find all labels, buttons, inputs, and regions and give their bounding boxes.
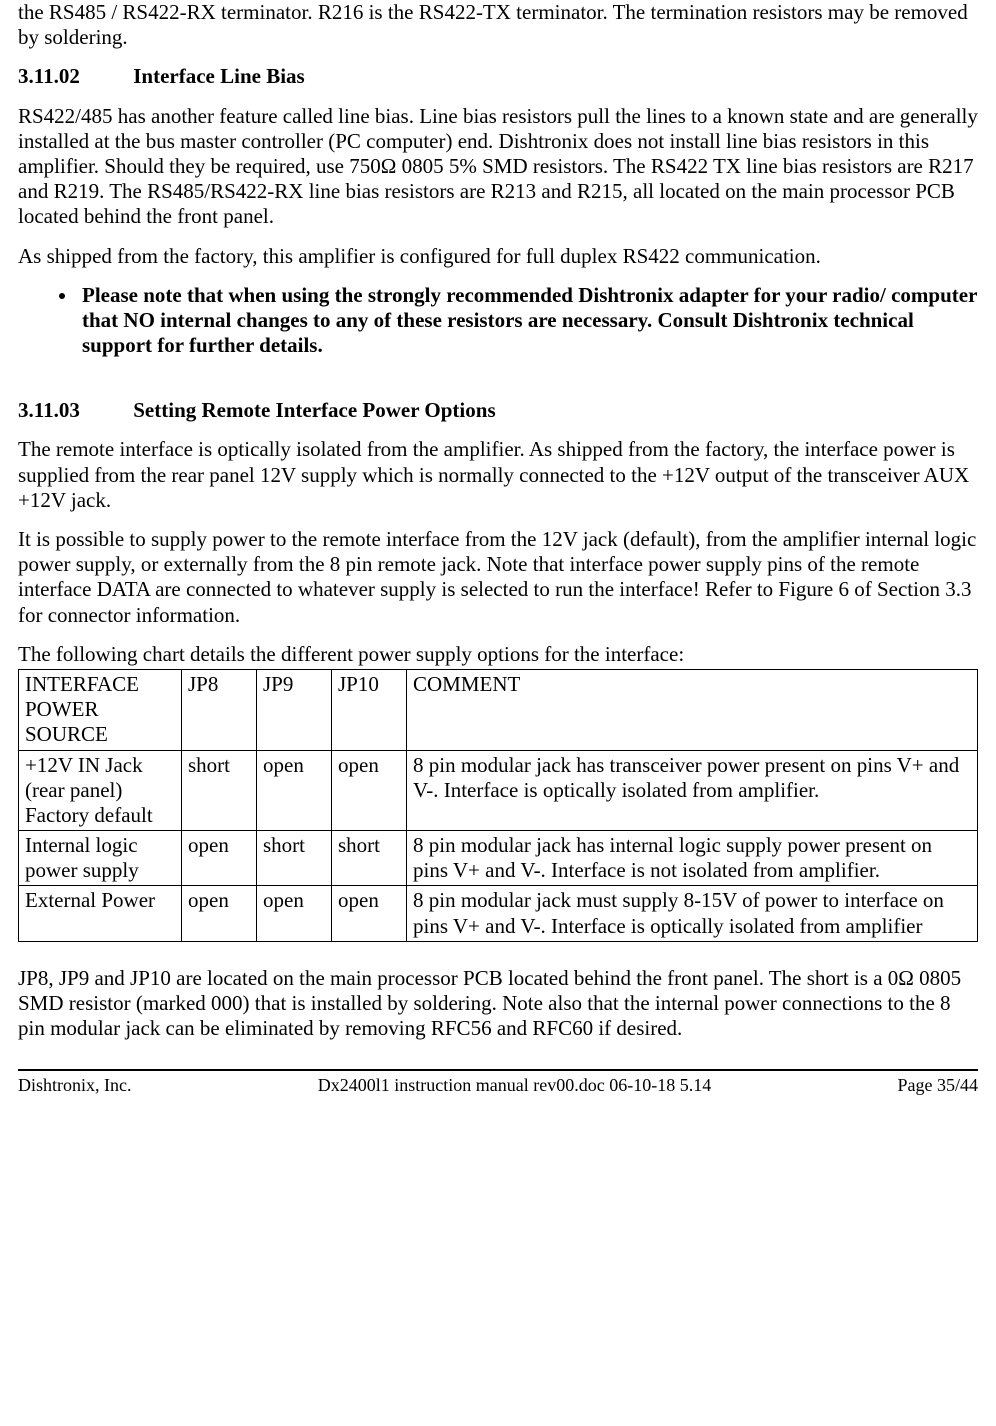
- cell-jp8: short: [182, 750, 257, 831]
- cell-jp10: short: [332, 831, 407, 886]
- th-comment: COMMENT: [407, 669, 978, 750]
- section-power-para1: The remote interface is optically isolat…: [18, 437, 978, 513]
- cell-comment: 8 pin modular jack has internal logic su…: [407, 831, 978, 886]
- cell-source: Internal logic power supply: [19, 831, 182, 886]
- cell-jp10: open: [332, 886, 407, 941]
- th-jp8: JP8: [182, 669, 257, 750]
- th-interface-power-source: INTERFACE POWER SOURCE: [19, 669, 182, 750]
- th-jp9: JP9: [257, 669, 332, 750]
- footer-left: Dishtronix, Inc.: [18, 1075, 131, 1097]
- cell-source: +12V IN Jack (rear panel) Factory defaul…: [19, 750, 182, 831]
- section-power-number: 3.11.03: [18, 398, 128, 423]
- after-table-paragraph: JP8, JP9 and JP10 are located on the mai…: [18, 966, 978, 1042]
- cell-jp9: open: [257, 750, 332, 831]
- section-bias-para1: RS422/485 has another feature called lin…: [18, 104, 978, 230]
- section-power-title: Setting Remote Interface Power Options: [133, 398, 495, 422]
- footer-center: Dx2400l1 instruction manual rev00.doc 06…: [318, 1075, 711, 1097]
- section-power-para2: It is possible to supply power to the re…: [18, 527, 978, 628]
- table-row: +12V IN Jack (rear panel) Factory defaul…: [19, 750, 978, 831]
- section-bias-para2: As shipped from the factory, this amplif…: [18, 244, 978, 269]
- table-header-row: INTERFACE POWER SOURCE JP8 JP9 JP10 COMM…: [19, 669, 978, 750]
- page-footer: Dishtronix, Inc. Dx2400l1 instruction ma…: [18, 1069, 978, 1097]
- table-row: Internal logic power supply open short s…: [19, 831, 978, 886]
- th-jp10: JP10: [332, 669, 407, 750]
- cell-jp8: open: [182, 886, 257, 941]
- cell-jp9: open: [257, 886, 332, 941]
- section-bias-title: Interface Line Bias: [133, 64, 304, 88]
- section-power-para3: The following chart details the differen…: [18, 642, 978, 667]
- table-row: External Power open open open 8 pin modu…: [19, 886, 978, 941]
- intro-paragraph: the RS485 / RS422-RX terminator. R216 is…: [18, 0, 978, 50]
- cell-jp10: open: [332, 750, 407, 831]
- cell-comment: 8 pin modular jack has transceiver power…: [407, 750, 978, 831]
- cell-comment: 8 pin modular jack must supply 8-15V of …: [407, 886, 978, 941]
- section-bias-number: 3.11.02: [18, 64, 128, 89]
- cell-jp9: short: [257, 831, 332, 886]
- cell-source: External Power: [19, 886, 182, 941]
- footer-right: Page 35/44: [897, 1075, 978, 1097]
- power-options-table: INTERFACE POWER SOURCE JP8 JP9 JP10 COMM…: [18, 669, 978, 942]
- section-bias-bullet-list: Please note that when using the strongly…: [18, 283, 978, 359]
- section-power-heading: 3.11.03 Setting Remote Interface Power O…: [18, 398, 978, 423]
- section-bias-bullet: Please note that when using the strongly…: [78, 283, 978, 359]
- cell-jp8: open: [182, 831, 257, 886]
- section-bias-heading: 3.11.02 Interface Line Bias: [18, 64, 978, 89]
